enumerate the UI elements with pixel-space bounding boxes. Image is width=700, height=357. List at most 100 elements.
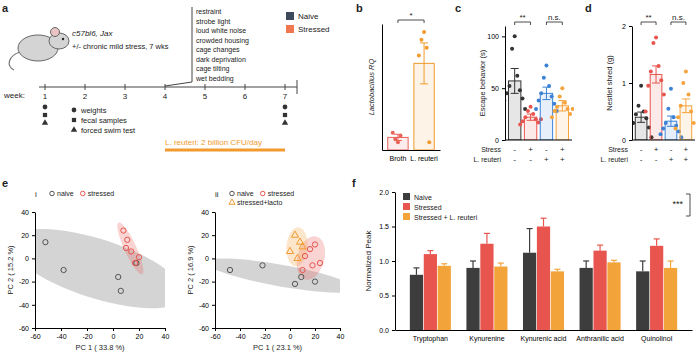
data-point [422,30,426,34]
plot-marks [215,227,340,292]
data-point [513,34,517,38]
x-axis-line [383,150,441,151]
error-bar [670,116,671,126]
data-point [132,260,137,265]
data-point [666,107,670,111]
data-point [425,46,429,50]
tick-label: 20 [201,232,209,239]
x-axis-tick: -40 [56,328,66,340]
y-axis-line [215,213,216,329]
data-point [299,243,306,249]
legend-marker [80,191,85,196]
data-point [393,137,397,141]
y-axis-line [382,25,383,151]
data-point [118,288,123,293]
tick-mark [392,192,395,193]
legend-label: Stressed [298,25,330,34]
error-bar [514,68,515,93]
error-cap [667,126,675,127]
week-tick [285,84,286,90]
panel-letter: e [2,177,8,189]
legend-swatch [403,213,410,220]
tick-label: 1.0 [379,258,389,265]
legend-marker [229,199,235,204]
figure: ac57bl6, Jax+/- chronic mild stress, 7 w… [0,0,700,357]
tick-label: 40 [201,209,209,216]
data-point [299,274,304,279]
measure-label: fecal samples [81,116,127,125]
data-point [657,64,661,68]
significance-label: * [409,11,412,20]
y-axis-line [35,213,36,329]
y-axis-tick: 40 [21,209,35,216]
data-point [537,99,541,103]
data-point [568,112,572,116]
strain-text: c57bl6, Jax [72,29,113,38]
bar [607,262,620,330]
y-axis-title: PC 2 ( 15.2 %) [6,245,15,295]
data-point [302,253,307,258]
data-point [684,70,688,74]
error-bar [416,268,417,275]
y-axis-title: PC 2 ( 16.9 %) [186,245,195,295]
tick-label: 40 [21,209,29,216]
error-bar [543,218,544,226]
x-axis-tick: -20 [82,328,92,340]
legend-marker [50,191,55,196]
tick-label: 0 [289,333,293,340]
tick-mark [502,36,505,37]
data-point [534,107,538,111]
stressor-connector [165,82,192,86]
row-cell: + [528,145,533,154]
tick-mark [392,261,395,262]
tick-label: Kynurenine [469,335,505,343]
legend-label: Naive [298,12,319,21]
tick-mark [32,305,35,306]
x-tick: Kynurenine [469,330,505,343]
significance-bracket [398,20,424,23]
data-point [661,127,665,131]
data-point [669,87,673,91]
week-number: 5 [203,92,208,101]
data-point [644,110,648,114]
data-point [654,35,658,39]
error-bar [670,261,671,268]
measure-label: weights [80,106,107,115]
measure-label: forced swim test [81,126,136,135]
row-cell: + [684,145,689,154]
error-cap [527,120,535,121]
data-point [292,281,297,286]
tick-label: 20 [312,333,320,340]
error-bar [424,43,425,84]
timeline-end [297,80,298,94]
row-cell: + [684,155,689,164]
tick-mark [61,328,62,331]
data-point [310,263,315,268]
legend-marker [230,191,235,196]
error-bar [472,261,473,268]
y-axis-tick: -20 [19,278,35,285]
error-bar [642,261,643,271]
data-point [523,115,527,119]
data-point [553,109,557,113]
tick-label: 2 [622,23,626,30]
tick-label: -40 [235,333,245,340]
error-cap [511,93,519,94]
significance-label: *** [672,199,683,209]
tick-label: 0 [205,255,209,262]
error-bar [546,87,547,99]
tick-label: L. reuteri [410,155,438,162]
data-point [526,109,530,113]
x-axis-tick: 20 [312,328,320,340]
legend-label: Stressed + L. reuteri [414,214,478,221]
tick-mark [290,328,291,331]
significance-label: ** [520,13,526,22]
y-axis-tick: 0 [205,255,215,262]
tick-label: 2.0 [379,189,389,196]
error-cap [511,68,519,69]
y-axis-tick: 40 [201,209,215,216]
week-label: week: [3,91,25,100]
row-label: Stress [481,146,501,153]
tick-mark [629,83,632,84]
data-point [529,105,533,109]
